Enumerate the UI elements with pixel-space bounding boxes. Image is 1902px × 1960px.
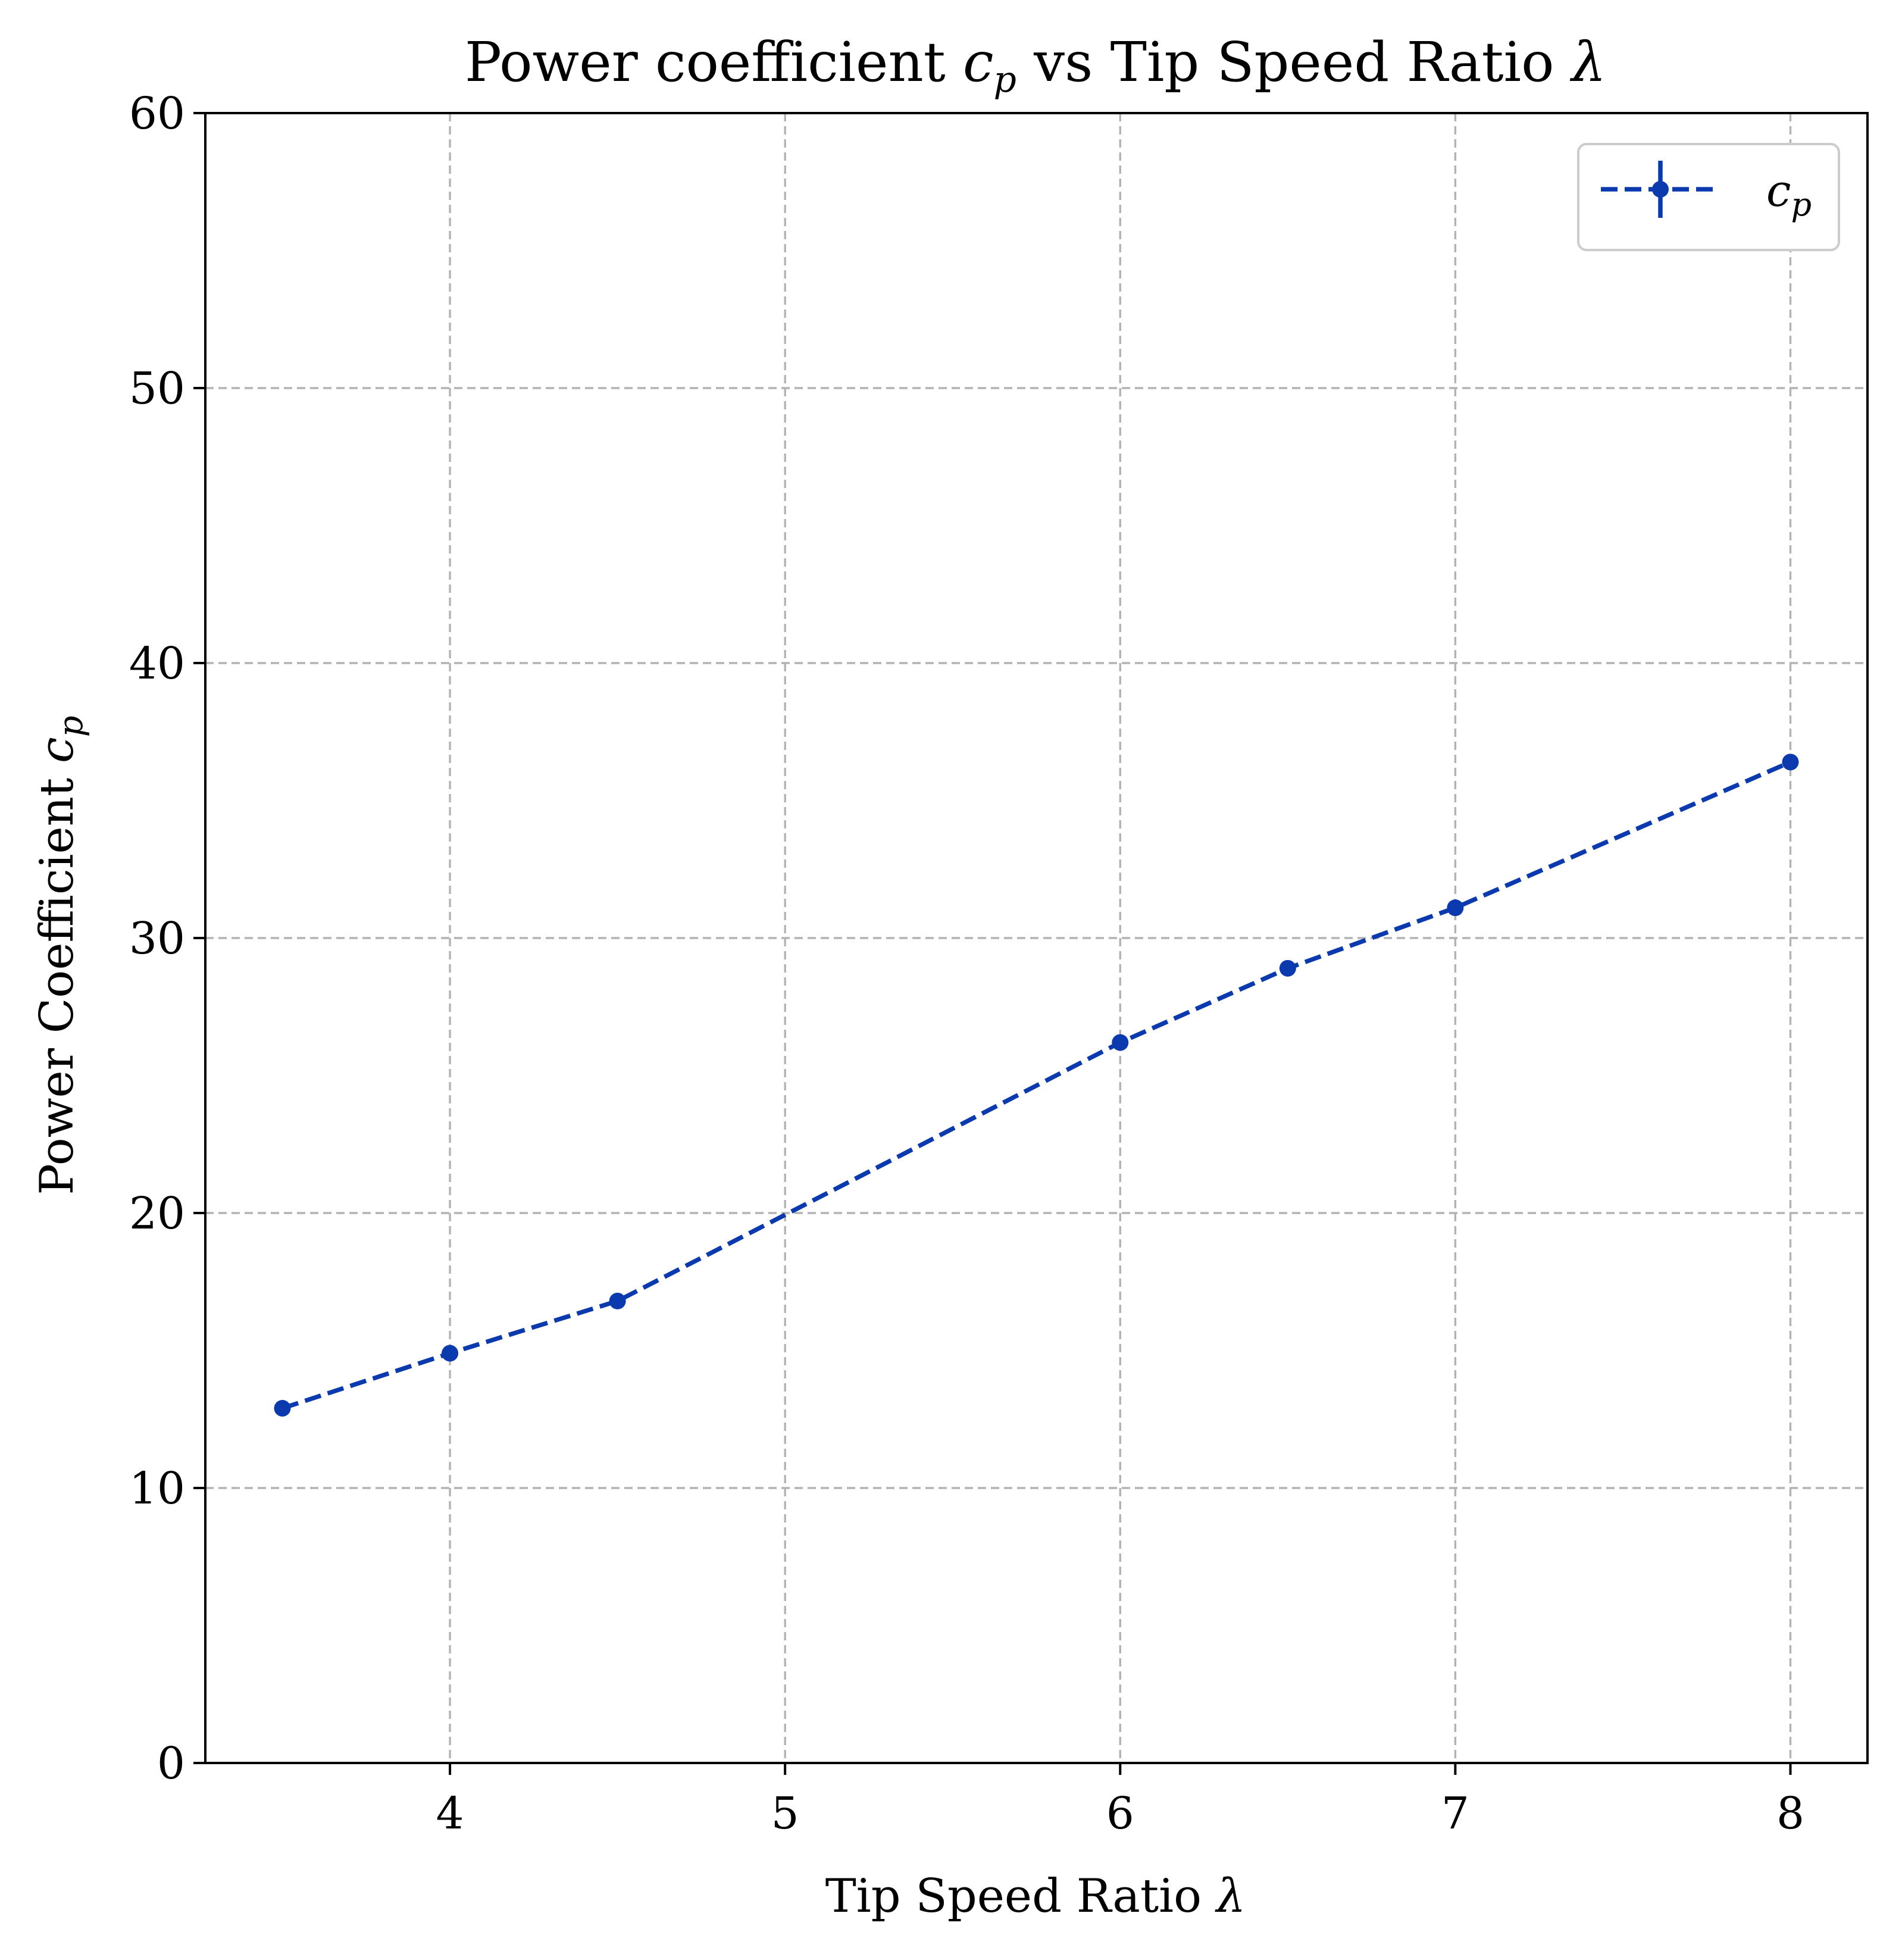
- data-point: [1279, 959, 1296, 977]
- data-point: [442, 1345, 459, 1362]
- data-point: [1112, 1034, 1129, 1051]
- y-tick-label: 60: [129, 88, 185, 139]
- data-point: [274, 1400, 291, 1417]
- y-tick-label: 10: [129, 1463, 185, 1514]
- legend-marker: [1652, 181, 1669, 198]
- legend-box: [1577, 143, 1840, 251]
- legend-label: cp: [1766, 165, 1812, 223]
- data-point: [1782, 754, 1799, 771]
- data-point: [1447, 899, 1464, 917]
- x-tick-label: 6: [1106, 1788, 1134, 1839]
- grid: [205, 113, 1867, 1763]
- legend: cp: [1577, 143, 1840, 251]
- y-tick-label: 50: [129, 363, 185, 414]
- axis-ticks: 4 5 6 7 8 0 10 20 30 40 50 60: [129, 88, 1804, 1839]
- plot-series: [274, 754, 1799, 1417]
- x-axis-label: Tip Speed Ratio λ: [825, 1870, 1246, 1923]
- y-tick-label: 20: [129, 1188, 185, 1239]
- x-tick-label: 5: [771, 1788, 799, 1839]
- chart-title: Power coefficient cp vs Tip Speed Ratio …: [465, 30, 1606, 101]
- x-tick-label: 8: [1776, 1788, 1804, 1839]
- plot-frame: [204, 112, 1869, 1764]
- y-tick-label: 30: [129, 913, 185, 964]
- y-tick-label: 40: [129, 638, 185, 689]
- x-tick-label: 4: [436, 1788, 464, 1839]
- x-tick-label: 7: [1441, 1788, 1469, 1839]
- y-axis-label: Power Coefficient cp: [30, 715, 90, 1195]
- data-point: [609, 1292, 626, 1309]
- y-tick-label: 0: [157, 1738, 185, 1789]
